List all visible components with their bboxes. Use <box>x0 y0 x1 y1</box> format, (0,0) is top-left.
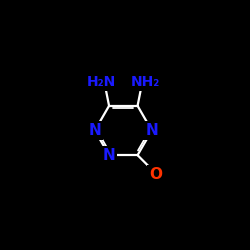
Text: N: N <box>103 148 116 163</box>
Text: O: O <box>149 166 162 182</box>
Text: NH₂: NH₂ <box>131 75 160 89</box>
Text: N: N <box>88 123 101 138</box>
Text: H₂N: H₂N <box>87 75 116 89</box>
Text: N: N <box>146 123 158 138</box>
